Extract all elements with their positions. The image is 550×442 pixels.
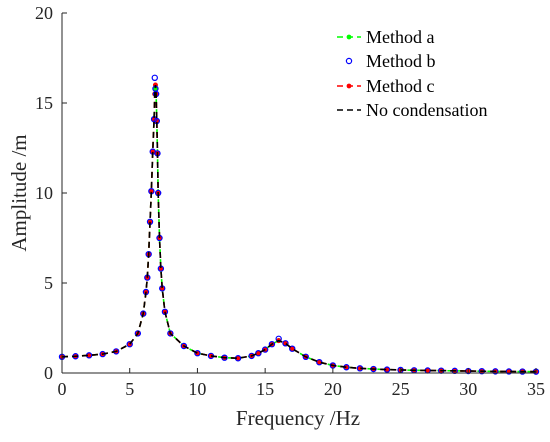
legend: Method a Method b Method c No condensation bbox=[337, 27, 487, 120]
legend-swatch-marker bbox=[345, 57, 353, 65]
series-point bbox=[248, 352, 255, 360]
y-tick-label: 5 bbox=[44, 273, 53, 293]
plot-background bbox=[62, 13, 536, 373]
series-point bbox=[268, 341, 276, 348]
series-point bbox=[194, 350, 201, 357]
x-tick-label: 20 bbox=[324, 379, 342, 399]
legend-label: Method a bbox=[366, 27, 434, 47]
series-point bbox=[261, 346, 269, 353]
y-tick-label: 0 bbox=[44, 363, 53, 383]
y-tick-label: 15 bbox=[35, 93, 53, 113]
legend-label: Method c bbox=[366, 76, 434, 96]
legend-item-method-a: Method a bbox=[337, 27, 434, 47]
x-tick-label: 30 bbox=[459, 379, 477, 399]
series-layer bbox=[58, 74, 540, 375]
series-line bbox=[61, 84, 537, 373]
legend-label: No condensation bbox=[366, 100, 487, 120]
legend-label: Method b bbox=[366, 51, 436, 71]
series-point bbox=[255, 350, 262, 357]
y-tick-label: 20 bbox=[35, 3, 53, 23]
legend-swatch-marker bbox=[346, 83, 352, 89]
x-axis-title: Frequency /Hz bbox=[236, 406, 360, 430]
legend-item-no-condensation: No condensation bbox=[337, 100, 487, 120]
series-point bbox=[302, 353, 309, 360]
legend-item-method-b: Method b bbox=[345, 51, 436, 71]
x-tick-label: 5 bbox=[125, 379, 134, 399]
series-point bbox=[282, 340, 289, 347]
y-tick-label: 10 bbox=[35, 183, 53, 203]
plot-area bbox=[62, 13, 536, 373]
x-tick-label: 25 bbox=[392, 379, 410, 399]
x-tick-label: 0 bbox=[58, 379, 67, 399]
series-no-condensation bbox=[61, 84, 537, 373]
x-tick-label: 10 bbox=[188, 379, 206, 399]
y-axis-title: Amplitude /m bbox=[7, 134, 31, 251]
series-point bbox=[180, 342, 188, 350]
x-tick-label: 35 bbox=[527, 379, 545, 399]
legend-item-method-c: Method c bbox=[337, 76, 434, 96]
legend-swatch-marker bbox=[346, 34, 352, 40]
series-point bbox=[126, 341, 133, 348]
series-point bbox=[289, 345, 296, 352]
x-tick-label: 15 bbox=[256, 379, 274, 399]
series-point bbox=[167, 330, 174, 337]
series-point bbox=[151, 74, 158, 82]
axes-layer: 0 5 10 15 20 25 30 35 0 5 10 15 20 bbox=[35, 3, 545, 399]
